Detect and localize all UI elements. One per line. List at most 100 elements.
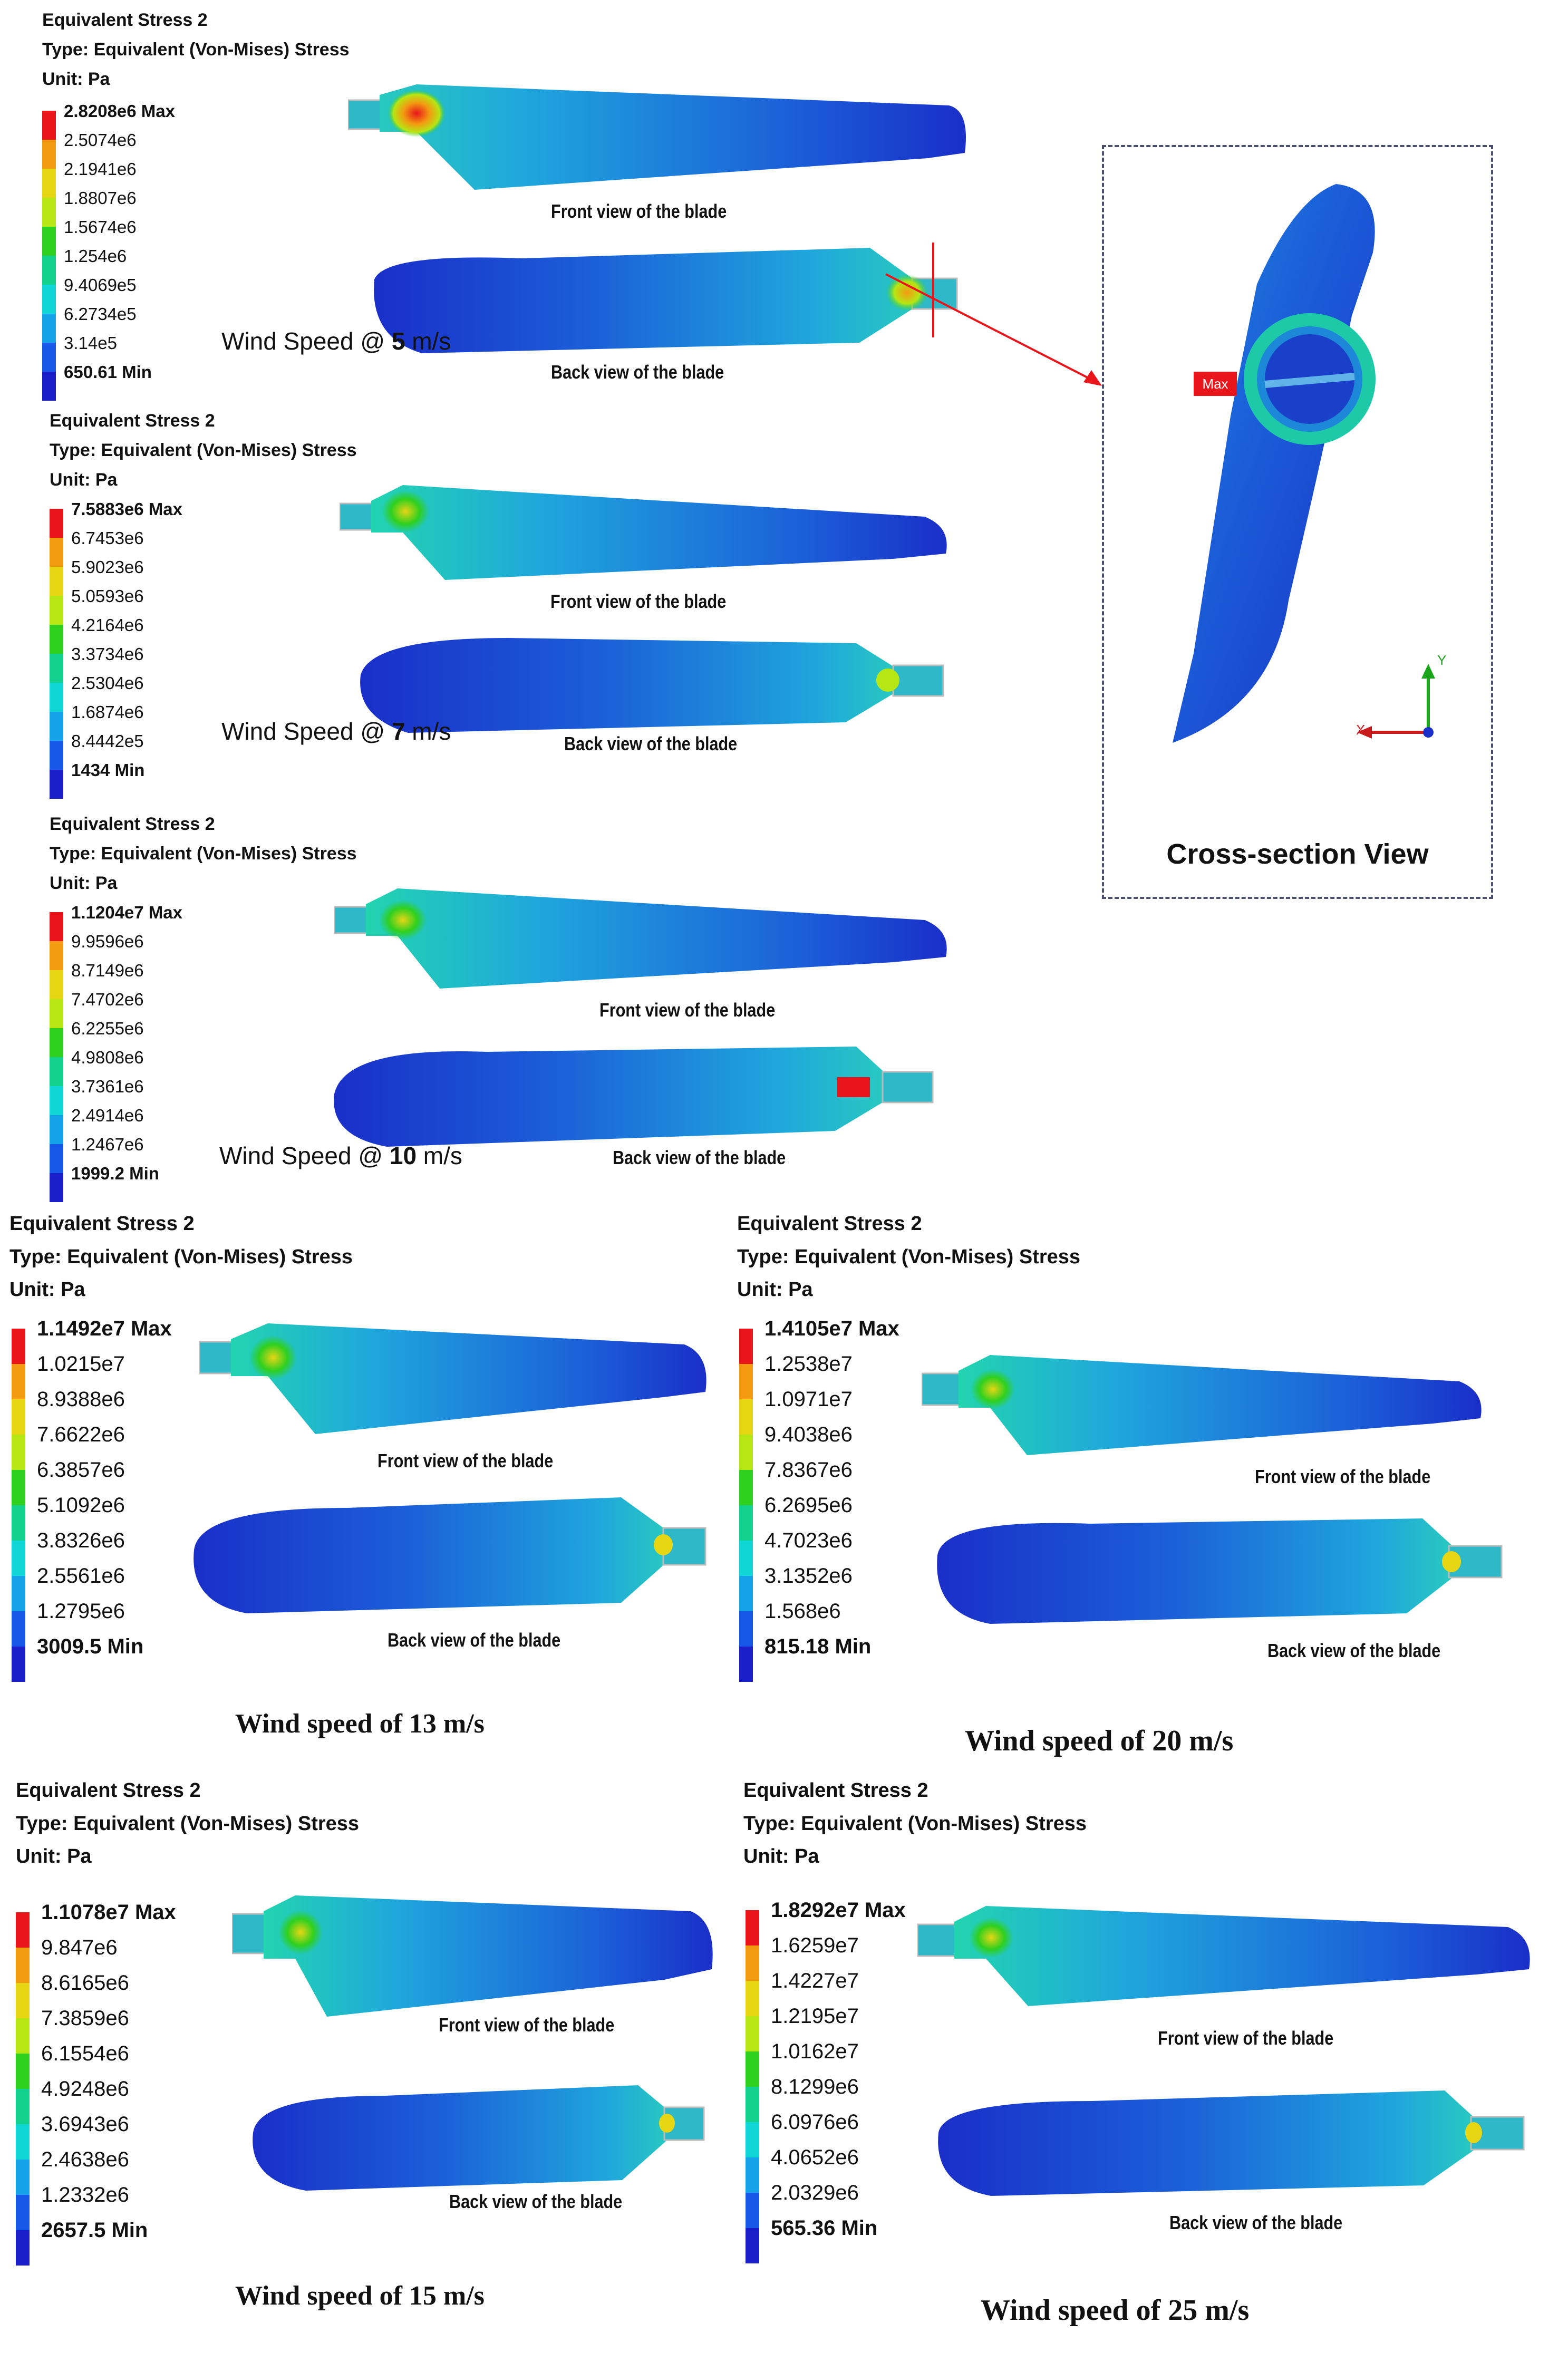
legend-value: 9.9596e6: [71, 931, 144, 951]
legend-swatch: [739, 1329, 753, 1364]
legend-value: 1.6259e7: [771, 1934, 859, 1957]
legend-swatch: [50, 912, 63, 941]
legend-swatch: [739, 1364, 753, 1399]
legend-swatch: [50, 970, 63, 999]
legend-swatch: [50, 683, 63, 712]
legend-swatch: [16, 2089, 30, 2124]
legend-type: Type: Equivalent (Von-Mises) Stress: [42, 40, 350, 60]
legend-unit: Unit: Pa: [50, 873, 118, 894]
legend-value: 9.4038e6: [764, 1423, 853, 1446]
legend-swatch: [12, 1329, 25, 1364]
legend-value: 2.5561e6: [37, 1564, 125, 1587]
legend-type: Type: Equivalent (Von-Mises) Stress: [9, 1245, 353, 1268]
legend-swatch: [746, 1910, 759, 1945]
legend-value: 9.4069e5: [64, 275, 137, 295]
legend-value: 2.4638e6: [41, 2148, 129, 2171]
legend-swatch: [746, 2157, 759, 2193]
legend-value: 2.0329e6: [771, 2181, 859, 2204]
legend-value: 1.1078e7 Max: [41, 1901, 176, 1924]
legend-value: 6.0976e6: [771, 2111, 859, 2134]
legend-swatch: [16, 2124, 30, 2160]
legend-value: 7.6622e6: [37, 1423, 125, 1446]
legend-title: Equivalent Stress 2: [737, 1213, 922, 1235]
front-view-caption: Front view of the blade: [1158, 2027, 1334, 2049]
legend-swatch: [50, 596, 63, 625]
legend-swatch: [42, 140, 56, 169]
back-view-caption: Back view of the blade: [449, 2191, 623, 2212]
legend-value: 1.4227e7: [771, 1969, 859, 1992]
blade-back-view: [193, 1497, 706, 1613]
legend-value: 2.4914e6: [71, 1105, 144, 1125]
legend-swatch: [42, 169, 56, 198]
wind-speed-label: Wind Speed @ 10 m/s: [219, 1142, 462, 1169]
legend-value: 6.2255e6: [71, 1018, 144, 1038]
back-view-caption: Back view of the blade: [1169, 2212, 1343, 2233]
legend-value: 3.3734e6: [71, 644, 144, 664]
legend-swatch: [739, 1647, 753, 1682]
legend-swatch: [12, 1647, 25, 1682]
legend-swatch: [739, 1611, 753, 1647]
legend-swatch: [746, 2193, 759, 2228]
legend-title: Equivalent Stress 2: [743, 1779, 928, 1802]
blade-front-view: [348, 84, 966, 190]
legend-value: 1.2195e7: [771, 2005, 859, 2028]
legend-value: 3.1352e6: [764, 1564, 853, 1587]
legend-unit: Unit: Pa: [16, 1845, 92, 1868]
legend-swatch: [12, 1435, 25, 1470]
legend-swatch: [50, 741, 63, 770]
legend-swatch: [12, 1576, 25, 1611]
legend-swatch: [739, 1435, 753, 1470]
legend-swatch: [739, 1505, 753, 1541]
legend-value: 2.1941e6: [64, 159, 137, 179]
panel-10ms: Equivalent Stress 2 Type: Equivalent (Vo…: [50, 809, 947, 1202]
legend-unit: Unit: Pa: [50, 470, 118, 490]
legend-value: 1999.2 Min: [71, 1163, 159, 1183]
back-view-caption: Back view of the blade: [564, 733, 738, 754]
legend-value: 8.9388e6: [37, 1388, 125, 1411]
legend-type: Type: Equivalent (Von-Mises) Stress: [50, 844, 357, 864]
blade-front-view: [340, 485, 947, 580]
legend-title: Equivalent Stress 2: [50, 411, 215, 431]
legend-value: 6.2734e5: [64, 304, 137, 324]
legend-value: 1.2538e7: [764, 1352, 853, 1376]
legend-value: 1.568e6: [764, 1600, 841, 1623]
panel-25ms: Equivalent Stress 2 Type: Equivalent (Vo…: [743, 1774, 1561, 2359]
legend-swatch: [42, 256, 56, 285]
legend-swatch: [50, 625, 63, 654]
front-view-caption: Front view of the blade: [1255, 1466, 1431, 1487]
legend-value: 5.9023e6: [71, 557, 144, 577]
panel-7ms: Equivalent Stress 2 Type: Equivalent (Vo…: [50, 406, 947, 799]
legend-swatch: [50, 941, 63, 970]
max-marker: Max: [1194, 372, 1237, 396]
legend-swatch: [12, 1541, 25, 1576]
legend-swatch: [739, 1576, 753, 1611]
blade-front-view: [922, 1355, 1482, 1455]
legend-value: 1.2467e6: [71, 1134, 144, 1154]
legend-value: 1.1204e7 Max: [71, 902, 183, 922]
legend-swatch: [50, 567, 63, 596]
front-view-caption: Front view of the blade: [551, 200, 727, 222]
back-view-caption: Back view of the blade: [388, 1629, 561, 1651]
legend-type: Type: Equivalent (Von-Mises) Stress: [16, 1812, 360, 1835]
legend-value: 6.7453e6: [71, 528, 144, 548]
legend-value: 3.8326e6: [37, 1529, 125, 1552]
legend-swatch: [16, 2230, 30, 2266]
legend-swatch: [16, 2018, 30, 2054]
legend-header: Equivalent Stress 2 Type: Equivalent (Vo…: [737, 1207, 1080, 1306]
legend-title: Equivalent Stress 2: [42, 10, 208, 30]
blade-front-view: [334, 888, 947, 989]
legend-header: Equivalent Stress 2 Type: Equivalent (Vo…: [743, 1774, 1087, 1873]
legend-type: Type: Equivalent (Von-Mises) Stress: [50, 440, 357, 461]
legend-value: 7.8367e6: [764, 1458, 853, 1482]
cross-section-frame: Max Y X Cross-section View: [1102, 145, 1493, 899]
legend-swatch: [42, 111, 56, 140]
legend-value: 9.847e6: [41, 1936, 118, 1959]
legend-header: Equivalent Stress 2 Type: Equivalent (Vo…: [50, 809, 357, 898]
legend-swatch: [746, 2122, 759, 2157]
legend-swatch: [746, 2228, 759, 2263]
legend-swatch: [42, 198, 56, 227]
back-view-caption: Back view of the blade: [613, 1147, 786, 1168]
legend-value: 1.5674e6: [64, 217, 137, 237]
legend-value: 5.0593e6: [71, 586, 144, 606]
legend-value: 8.6165e6: [41, 1971, 129, 1995]
